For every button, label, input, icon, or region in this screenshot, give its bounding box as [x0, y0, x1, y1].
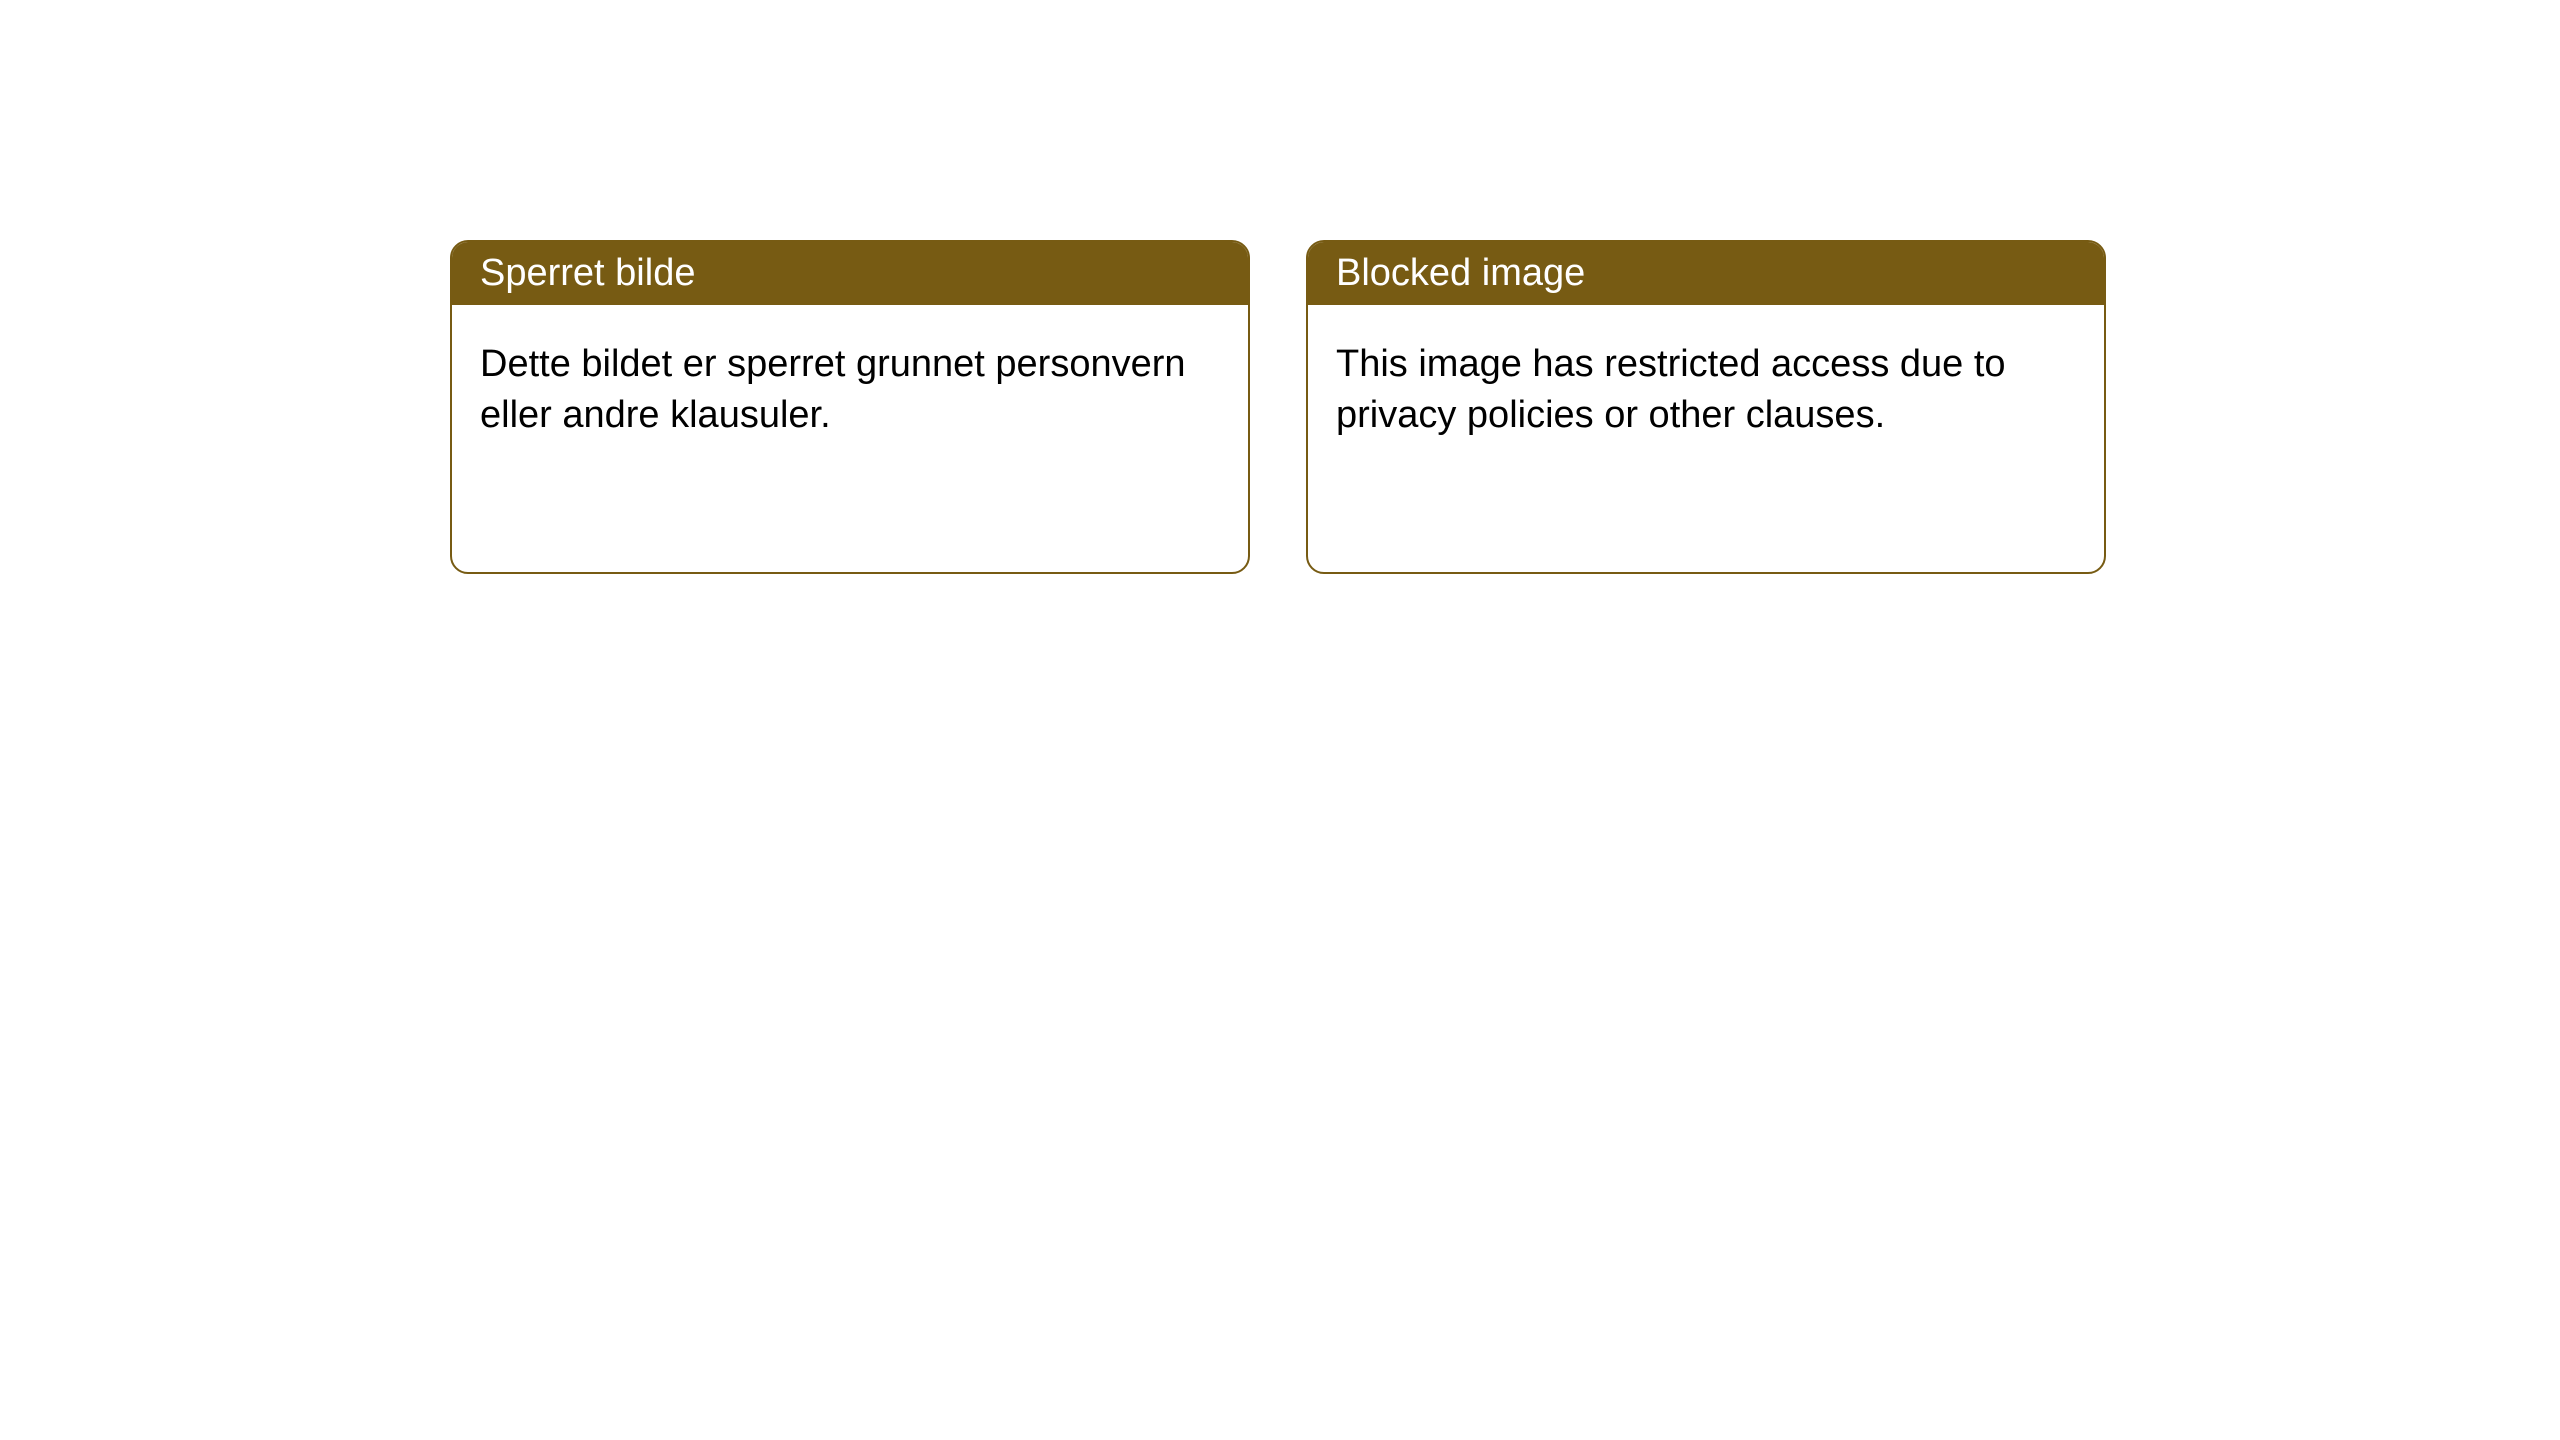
notice-card-english: Blocked image This image has restricted … — [1306, 240, 2106, 574]
notice-card-body: This image has restricted access due to … — [1308, 305, 2104, 476]
notice-body-text: Dette bildet er sperret grunnet personve… — [480, 343, 1186, 436]
notice-title: Sperret bilde — [480, 252, 695, 294]
notice-body-text: This image has restricted access due to … — [1336, 343, 2006, 436]
notice-card-header: Sperret bilde — [452, 242, 1248, 305]
notice-title: Blocked image — [1336, 252, 1585, 294]
notice-card-body: Dette bildet er sperret grunnet personve… — [452, 305, 1248, 476]
notice-card-norwegian: Sperret bilde Dette bildet er sperret gr… — [450, 240, 1250, 574]
notice-card-header: Blocked image — [1308, 242, 2104, 305]
notice-container: Sperret bilde Dette bildet er sperret gr… — [450, 240, 2106, 574]
